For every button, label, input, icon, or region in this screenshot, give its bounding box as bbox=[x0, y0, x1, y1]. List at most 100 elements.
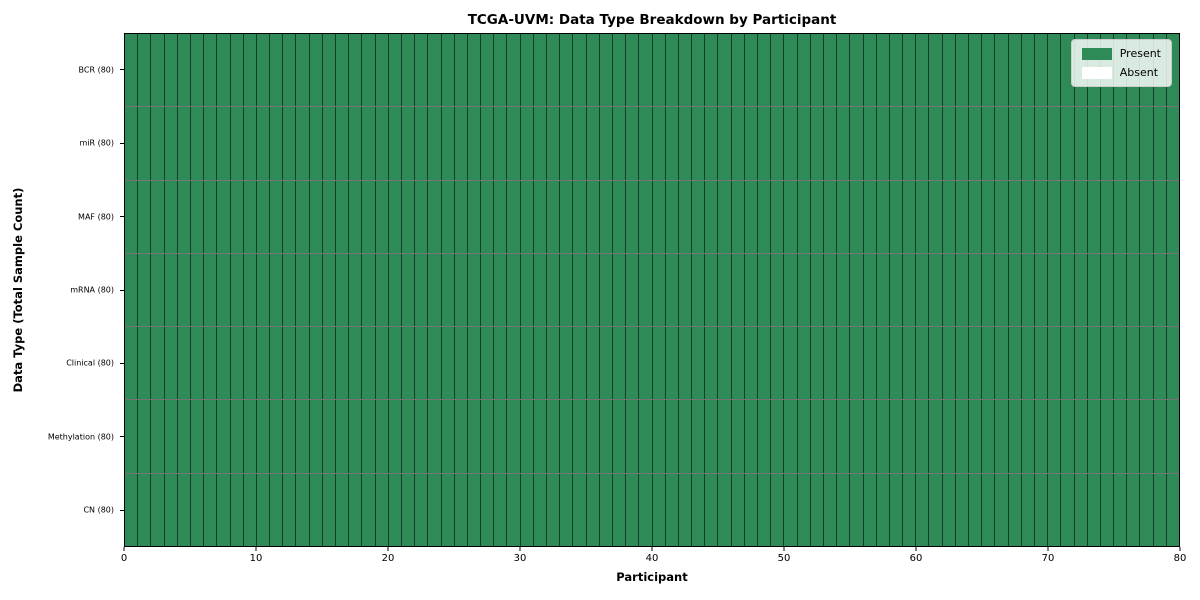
heatmap-cell bbox=[586, 34, 600, 107]
heatmap-cell bbox=[955, 107, 969, 180]
heatmap-cell bbox=[612, 253, 627, 327]
heatmap-cell bbox=[837, 253, 851, 327]
heatmap-cell bbox=[1114, 107, 1128, 180]
heatmap-cell bbox=[481, 180, 495, 253]
y-tick-label: CN (80) bbox=[83, 505, 114, 515]
heatmap-cell bbox=[599, 400, 613, 473]
heatmap-cell bbox=[494, 34, 508, 107]
heatmap-cell bbox=[388, 253, 402, 327]
heatmap-cell bbox=[481, 253, 495, 327]
heatmap-cell bbox=[955, 253, 969, 327]
y-axis-ticks: BCR (80) miR (80) MAF (80) mRNA (80) Clinica… bbox=[0, 33, 124, 547]
heatmap-cell bbox=[797, 253, 811, 327]
x-tick-mark bbox=[1179, 547, 1181, 551]
heatmap-cell bbox=[256, 473, 271, 546]
heatmap-cell bbox=[533, 34, 547, 107]
heatmap-cell bbox=[573, 400, 587, 473]
heatmap-cell bbox=[388, 34, 402, 107]
heatmap-cell bbox=[1114, 180, 1128, 253]
heatmap-cell bbox=[850, 34, 864, 107]
heatmap-cell bbox=[639, 253, 653, 327]
heatmap-cell bbox=[652, 253, 666, 327]
heatmap-cell bbox=[929, 180, 943, 253]
heatmap-cell bbox=[929, 107, 943, 180]
heatmap-cell bbox=[1153, 180, 1167, 253]
heatmap-cell bbox=[467, 400, 482, 473]
heatmap-cell bbox=[665, 253, 679, 327]
heatmap-cell bbox=[454, 327, 468, 400]
heatmap-cell bbox=[243, 253, 257, 327]
heatmap-cell bbox=[560, 180, 574, 253]
heatmap-cell bbox=[375, 473, 389, 546]
heatmap-cell bbox=[626, 34, 640, 107]
heatmap-cell bbox=[467, 34, 482, 107]
heatmap-cell bbox=[612, 473, 627, 546]
heatmap-cell bbox=[784, 180, 798, 253]
heatmap-cell bbox=[362, 400, 376, 473]
heatmap-cell bbox=[336, 34, 350, 107]
heatmap-cell bbox=[283, 34, 297, 107]
heatmap-cell bbox=[810, 107, 824, 180]
heatmap-cell bbox=[401, 327, 416, 400]
heatmap-cell bbox=[164, 400, 178, 473]
heatmap-cell bbox=[309, 34, 323, 107]
heatmap-cell bbox=[718, 180, 732, 253]
heatmap-cell bbox=[1048, 107, 1062, 180]
heatmap-cell bbox=[125, 253, 139, 327]
heatmap-cell bbox=[731, 400, 745, 473]
heatmap-cell bbox=[626, 180, 640, 253]
x-tick-mark bbox=[1047, 547, 1049, 551]
heatmap-cell bbox=[1061, 107, 1075, 180]
heatmap-cell bbox=[164, 107, 178, 180]
heatmap-cell bbox=[362, 34, 376, 107]
heatmap-cell bbox=[810, 180, 824, 253]
heatmap-cell bbox=[652, 180, 666, 253]
heatmap-cell bbox=[441, 107, 455, 180]
heatmap-cell bbox=[151, 253, 165, 327]
heatmap-cell bbox=[520, 253, 534, 327]
chart-title: TCGA-UVM: Data Type Breakdown by Partici… bbox=[467, 12, 837, 28]
heatmap-cell bbox=[876, 327, 890, 400]
heatmap-cell bbox=[612, 107, 627, 180]
heatmap-cell bbox=[428, 473, 442, 546]
heatmap-cell bbox=[1034, 107, 1049, 180]
heatmap-cell bbox=[190, 473, 205, 546]
heatmap-row bbox=[125, 180, 1179, 254]
heatmap-cell bbox=[586, 253, 600, 327]
heatmap-cell bbox=[626, 107, 640, 180]
heatmap-cell bbox=[850, 107, 864, 180]
heatmap-cell bbox=[204, 327, 218, 400]
heatmap-cell bbox=[533, 253, 547, 327]
heatmap-cell bbox=[243, 180, 257, 253]
heatmap-cell bbox=[256, 107, 271, 180]
heatmap-cell bbox=[1087, 253, 1101, 327]
x-tick-mark bbox=[651, 547, 653, 551]
heatmap-cell bbox=[665, 107, 679, 180]
heatmap-cell bbox=[1021, 327, 1035, 400]
heatmap-cell bbox=[837, 180, 851, 253]
heatmap-cell bbox=[876, 400, 890, 473]
heatmap-cell bbox=[1048, 400, 1062, 473]
heatmap-cell bbox=[1127, 180, 1141, 253]
heatmap-cell bbox=[573, 253, 587, 327]
heatmap-cell bbox=[797, 107, 811, 180]
heatmap-cell bbox=[520, 180, 534, 253]
heatmap-cell bbox=[441, 34, 455, 107]
heatmap-cell bbox=[560, 107, 574, 180]
heatmap-cell bbox=[1127, 473, 1141, 546]
heatmap-cell bbox=[982, 400, 996, 473]
heatmap-cell bbox=[1034, 253, 1049, 327]
heatmap-cell bbox=[177, 473, 191, 546]
y-tick-mark bbox=[120, 142, 124, 144]
heatmap-cell bbox=[151, 400, 165, 473]
heatmap-cell bbox=[929, 400, 943, 473]
heatmap-cell bbox=[1021, 107, 1035, 180]
heatmap-cell bbox=[151, 34, 165, 107]
y-tick-label: miR (80) bbox=[79, 138, 114, 148]
y-tick-mark bbox=[120, 362, 124, 364]
heatmap-cell bbox=[349, 327, 363, 400]
heatmap-cell bbox=[230, 180, 244, 253]
heatmap-cell bbox=[1048, 327, 1062, 400]
heatmap-cell bbox=[1127, 400, 1141, 473]
heatmap-cell bbox=[507, 107, 521, 180]
